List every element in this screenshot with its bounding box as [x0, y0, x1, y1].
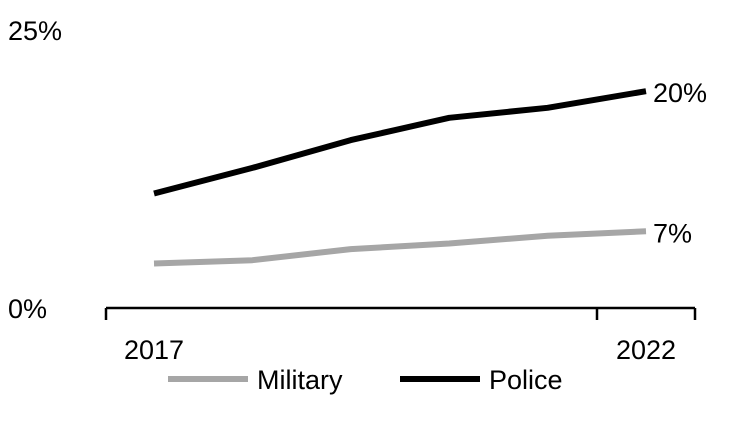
legend: Military Police	[168, 365, 563, 395]
x-tick-label: 2017	[124, 335, 184, 365]
end-label-military: 7%	[653, 218, 692, 248]
x-axis-tick-labels: 2017 2022	[124, 335, 676, 365]
legend-label: Police	[489, 365, 563, 395]
y-tick-label: 25%	[8, 16, 62, 46]
legend-item-police: Police	[400, 365, 563, 395]
y-tick-label: 0%	[8, 294, 47, 324]
series-lines	[153, 88, 647, 267]
y-axis-tick-labels: 25% 0%	[8, 16, 62, 324]
axes	[104, 306, 697, 320]
series-line-military	[153, 228, 647, 267]
x-axis-ticks	[104, 308, 697, 320]
series-line-police	[153, 88, 647, 197]
legend-item-military: Military	[168, 365, 343, 395]
x-tick-label: 2022	[616, 335, 676, 365]
end-label-police: 20%	[653, 78, 707, 108]
legend-label: Military	[257, 365, 343, 395]
series-end-labels: 7% 20%	[653, 78, 707, 248]
